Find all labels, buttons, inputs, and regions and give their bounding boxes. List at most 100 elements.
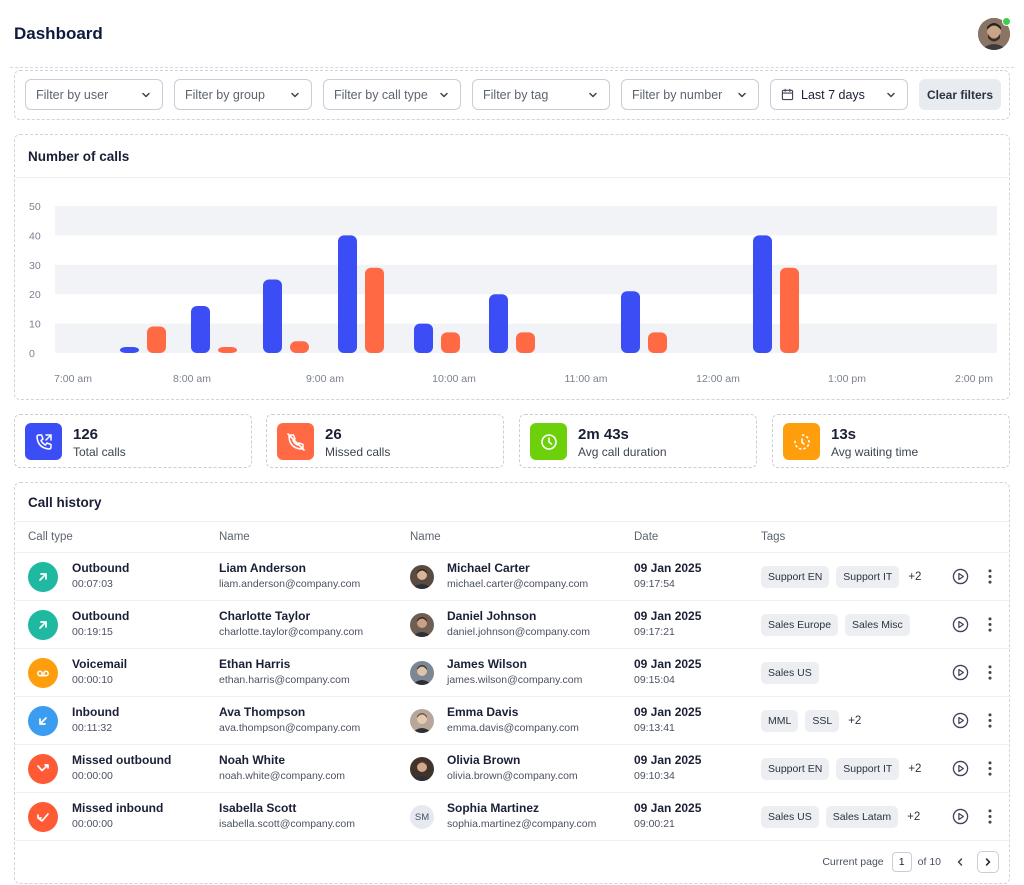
x-tick-label: 7:00 am bbox=[54, 373, 92, 385]
filter-by-user-select[interactable]: Filter by user bbox=[25, 79, 163, 110]
clock-icon bbox=[530, 423, 567, 460]
filter-bar: Filter by user Filter by group Filter by… bbox=[14, 70, 1010, 120]
more-options-icon[interactable] bbox=[987, 808, 993, 825]
more-options-icon[interactable] bbox=[987, 664, 993, 681]
tag-chip[interactable]: Sales Europe bbox=[761, 614, 839, 636]
more-options-icon[interactable] bbox=[987, 616, 993, 633]
play-recording-icon[interactable] bbox=[952, 616, 969, 633]
current-page-label: Current page bbox=[822, 856, 884, 868]
arrow-down-left-icon bbox=[28, 706, 58, 736]
tag-chip[interactable]: SSL bbox=[805, 710, 840, 732]
x-tick-label: 10:00 am bbox=[432, 373, 476, 385]
filter-by-group-label: Filter by group bbox=[185, 87, 265, 102]
bar-series2-6 bbox=[648, 332, 667, 353]
chevron-down-icon bbox=[887, 92, 895, 97]
chevron-left-icon bbox=[957, 858, 963, 866]
play-recording-icon[interactable] bbox=[952, 712, 969, 729]
call-duration: 00:00:00 bbox=[72, 770, 113, 782]
tag-list: Sales Europe Sales Misc bbox=[761, 614, 910, 636]
bar-series2-2 bbox=[290, 341, 309, 353]
filter-by-user-label: Filter by user bbox=[36, 87, 109, 102]
table-row[interactable]: Inbound 00:11:32 Ava Thompson ava.thomps… bbox=[15, 697, 1011, 745]
phone-call-icon bbox=[25, 423, 62, 460]
filter-by-call-type-label: Filter by call type bbox=[334, 87, 428, 102]
play-recording-icon[interactable] bbox=[952, 664, 969, 681]
agent-name: Sophia Martinez bbox=[447, 801, 540, 815]
bar-series1-6 bbox=[621, 291, 640, 353]
table-row[interactable]: Outbound 00:19:15 Charlotte Taylor charl… bbox=[15, 601, 1011, 649]
filter-by-number-select[interactable]: Filter by number bbox=[621, 79, 759, 110]
filter-by-call-type-select[interactable]: Filter by call type bbox=[323, 79, 461, 110]
previous-page-button[interactable] bbox=[949, 851, 971, 873]
call-date: 09 Jan 2025 bbox=[634, 801, 702, 815]
chevron-right-icon bbox=[985, 858, 991, 866]
tag-chip[interactable]: Sales Latam bbox=[825, 806, 899, 828]
stat-avg-waiting-value: 13s bbox=[831, 426, 857, 443]
tag-chip[interactable]: Sales US bbox=[761, 662, 819, 684]
y-tick-label: 50 bbox=[29, 201, 41, 213]
more-tags-count[interactable]: +2 bbox=[907, 811, 921, 823]
more-tags-count[interactable]: +2 bbox=[908, 763, 922, 775]
voicemail-icon bbox=[28, 658, 58, 688]
agent-email: olivia.brown@company.com bbox=[447, 770, 578, 782]
bar-series2-4 bbox=[441, 332, 460, 353]
more-options-icon[interactable] bbox=[987, 712, 993, 729]
y-tick-label: 20 bbox=[29, 289, 41, 301]
table-row[interactable]: Missed outbound 00:00:00 Noah White noah… bbox=[15, 745, 1011, 793]
stat-avg-waiting-label: Avg waiting time bbox=[831, 445, 919, 459]
play-recording-icon[interactable] bbox=[952, 760, 969, 777]
filter-by-group-select[interactable]: Filter by group bbox=[174, 79, 312, 110]
tag-chip[interactable]: Support EN bbox=[761, 758, 830, 780]
arrow-up-right-icon bbox=[28, 610, 58, 640]
call-time: 09:13:41 bbox=[634, 722, 675, 734]
date-range-select[interactable]: Last 7 days bbox=[770, 79, 908, 110]
table-row[interactable]: Voicemail 00:00:10 Ethan Harris ethan.ha… bbox=[15, 649, 1011, 697]
tag-chip[interactable]: MML bbox=[761, 710, 799, 732]
table-header-divider bbox=[15, 552, 1009, 553]
call-type: Missed outbound bbox=[72, 753, 172, 767]
agent-name: Emma Davis bbox=[447, 705, 519, 719]
play-recording-icon[interactable] bbox=[952, 808, 969, 825]
tag-chip[interactable]: Sales Misc bbox=[845, 614, 910, 636]
header: Dashboard bbox=[0, 0, 1024, 68]
tag-list: Sales US Sales Latam +2 bbox=[761, 806, 920, 828]
clear-filters-button[interactable]: Clear filters bbox=[919, 79, 1001, 110]
call-time: 09:00:21 bbox=[634, 818, 675, 830]
table-row[interactable]: Missed inbound 00:00:00 Isabella Scott i… bbox=[15, 793, 1011, 841]
current-page-input[interactable]: 1 bbox=[891, 852, 912, 872]
more-tags-count[interactable]: +2 bbox=[848, 715, 862, 727]
tag-chip[interactable]: Support IT bbox=[836, 566, 900, 588]
more-tags-count[interactable]: +2 bbox=[908, 571, 922, 583]
play-recording-icon[interactable] bbox=[952, 568, 969, 585]
stat-avg-duration-value: 2m 43s bbox=[578, 426, 629, 443]
tag-chip[interactable]: Support EN bbox=[761, 566, 830, 588]
agent-avatar bbox=[410, 757, 434, 781]
stat-missed-calls-label: Missed calls bbox=[325, 445, 391, 459]
chevron-down-icon bbox=[440, 92, 448, 97]
more-options-icon[interactable] bbox=[987, 568, 993, 585]
call-duration: 00:07:03 bbox=[72, 578, 113, 590]
more-options-icon[interactable] bbox=[987, 760, 993, 777]
page-title: Dashboard bbox=[14, 24, 103, 43]
tag-list: Sales US bbox=[761, 662, 819, 684]
next-page-button[interactable] bbox=[977, 851, 999, 873]
stat-total-calls: 126 Total calls bbox=[14, 414, 252, 468]
caller-email: ava.thompson@company.com bbox=[219, 722, 361, 734]
caller-name: Ethan Harris bbox=[219, 657, 291, 671]
tag-chip[interactable]: Sales US bbox=[761, 806, 819, 828]
call-duration: 00:00:10 bbox=[72, 674, 113, 686]
user-avatar[interactable] bbox=[978, 17, 1011, 50]
tag-chip[interactable]: Support IT bbox=[836, 758, 900, 780]
x-tick-label: 9:00 am bbox=[306, 373, 344, 385]
call-date: 09 Jan 2025 bbox=[634, 753, 702, 767]
agent-name: Daniel Johnson bbox=[447, 609, 537, 623]
table-row[interactable]: Outbound 00:07:03 Liam Anderson liam.and… bbox=[15, 553, 1011, 601]
bar-series1-7 bbox=[753, 235, 772, 353]
call-date: 09 Jan 2025 bbox=[634, 657, 702, 671]
caller-name: Charlotte Taylor bbox=[219, 609, 311, 623]
filter-by-tag-select[interactable]: Filter by tag bbox=[472, 79, 610, 110]
bar-series1-3 bbox=[338, 235, 357, 353]
bar-series1-4 bbox=[414, 323, 433, 353]
arrow-up-right-icon bbox=[28, 562, 58, 592]
call-type: Voicemail bbox=[72, 657, 128, 671]
